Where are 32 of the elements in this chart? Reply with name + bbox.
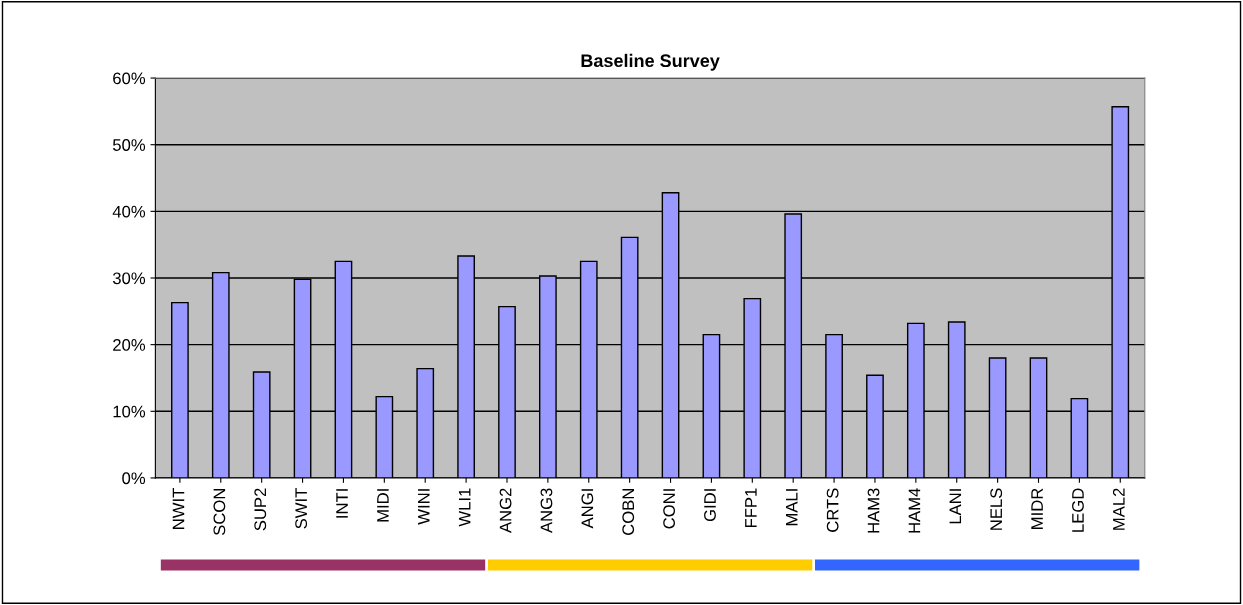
x-tick-label: MIDR [1031, 488, 1043, 529]
x-tick-label: FFP1 [745, 488, 757, 528]
x-tick-label: LANI [949, 489, 962, 524]
x-tick-label: SWIT [295, 488, 308, 529]
x-tick-label: HAM3 [867, 488, 880, 533]
x-tick-label: COBN [622, 489, 635, 535]
y-tick-label: 20% [113, 339, 146, 351]
x-tick-label: ANGI [581, 489, 594, 529]
x-tick-label: CONI [663, 489, 676, 529]
x-tick-label: CRTS [826, 488, 839, 532]
y-tick-label: 40% [112, 205, 146, 218]
x-tick-label: SCON [213, 489, 226, 536]
y-tick-label: 30% [112, 272, 146, 285]
x-tick-label: WLI1 [458, 488, 471, 527]
x-tick-label: SUP2 [254, 488, 267, 531]
x-tick-label: MALI [786, 489, 798, 526]
chart-title: Baseline Survey [581, 53, 720, 71]
y-tick-label: 10% [113, 405, 146, 418]
x-tick-label: MIDI [377, 489, 389, 522]
x-tick-label: HAM4 [908, 488, 921, 533]
y-tick-label: 50% [112, 139, 146, 151]
y-tick-label: 0% [122, 472, 146, 485]
x-tick-label: NWIT [172, 488, 185, 529]
x-tick-label: ANG3 [540, 488, 553, 534]
x-tick-label: MAL2 [1112, 488, 1125, 530]
x-tick-label: LEGD [1072, 488, 1084, 532]
x-tick-label: ANG2 [499, 488, 512, 534]
y-tick-label: 60% [113, 72, 146, 85]
x-tick-label: GIDI [704, 489, 716, 522]
x-tick-label: NELS [990, 488, 1003, 530]
x-tick-label: WINI [418, 489, 430, 525]
x-tick-label: INTI [336, 489, 348, 518]
